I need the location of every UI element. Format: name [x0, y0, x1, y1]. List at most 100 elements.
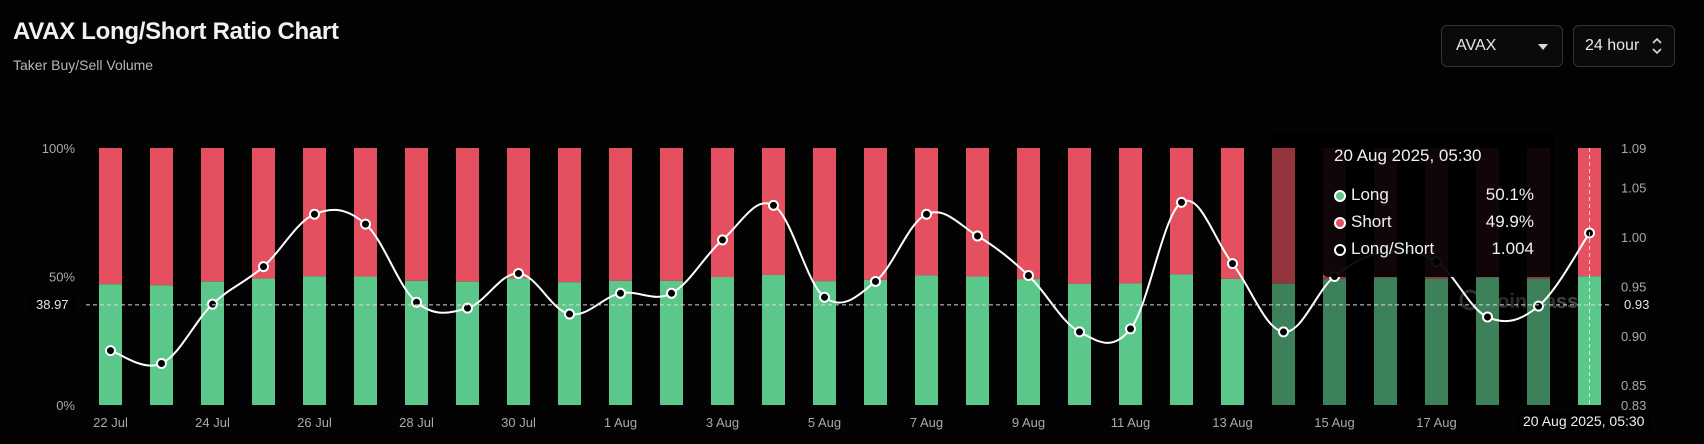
short-bar — [456, 148, 479, 282]
x-tick-label: 26 Jul — [297, 415, 332, 430]
short-bar — [864, 148, 887, 280]
tooltip-short-label: Short — [1351, 212, 1392, 231]
x-tick-label: 22 Jul — [93, 415, 128, 430]
ratio-point — [462, 302, 473, 314]
interval-select[interactable]: 24 hour — [1573, 25, 1675, 67]
long-bar — [762, 274, 785, 405]
ratio-point — [819, 291, 830, 303]
x-tick-label: 7 Aug — [910, 415, 943, 430]
long-bar — [303, 276, 326, 405]
long-bar — [354, 276, 377, 405]
coin-select-value: AVAX — [1456, 37, 1497, 54]
ratio-point — [156, 357, 167, 369]
short-bar — [1119, 148, 1142, 284]
tooltip-ratio-value: 1.004 — [1491, 239, 1534, 258]
chevron-down-icon — [1538, 44, 1548, 50]
ratio-point — [513, 268, 524, 280]
long-dot-icon — [1334, 190, 1346, 202]
long-bar — [507, 278, 530, 405]
tooltip-long-label: Long — [1351, 185, 1389, 204]
y-left-tick-label: 50% — [49, 270, 75, 285]
long-bar — [813, 281, 836, 405]
tooltip-shade — [1322, 277, 1554, 407]
long-bar — [711, 277, 734, 405]
short-bar — [507, 148, 530, 279]
ratio-point — [615, 287, 626, 299]
short-bar — [201, 148, 224, 282]
ratio-point — [1533, 300, 1544, 312]
short-bar — [99, 148, 122, 285]
short-bar — [150, 148, 173, 286]
x-tick-label: 1 Aug — [604, 415, 637, 430]
long-bar — [915, 275, 938, 405]
ratio-point — [1278, 326, 1289, 338]
long-bar — [201, 281, 224, 405]
long-bar — [99, 284, 122, 405]
short-bar — [762, 148, 785, 275]
short-bar — [1272, 148, 1295, 284]
x-tick-label: 5 Aug — [808, 415, 841, 430]
short-bar — [558, 148, 581, 283]
ratio-point — [921, 208, 932, 220]
ratio-point — [972, 230, 983, 242]
long-bar — [1425, 278, 1448, 405]
ratio-point — [258, 261, 269, 273]
ratio-point — [1482, 311, 1493, 323]
long-bar — [150, 285, 173, 405]
tooltip-row-ratio: Long/Short 1.004 — [1334, 239, 1534, 261]
long-bar — [1170, 274, 1193, 405]
tooltip: 20 Aug 2025, 05:30 Long 50.1% Short 49.9… — [1322, 133, 1554, 277]
x-tick-label: 13 Aug — [1212, 415, 1253, 430]
long-bar — [1374, 277, 1397, 405]
x-tick-label: 17 Aug — [1416, 415, 1457, 430]
y-right-tick-label: 0.95 — [1621, 279, 1646, 294]
long-bar — [252, 278, 275, 405]
short-bar — [813, 148, 836, 282]
axes: 0% 50% 100% 0.83 0.85 0.90 0.95 1.00 1.05 1.09 22 … — [42, 141, 1647, 430]
x-tick-label: 24 Jul — [195, 415, 230, 430]
short-bar — [405, 148, 428, 281]
tooltip-row-short: Short 49.9% — [1334, 212, 1534, 234]
updown-icon — [1652, 37, 1662, 55]
ratio-point — [1125, 323, 1136, 335]
x-tick-label: 15 Aug — [1314, 415, 1355, 430]
short-dot-icon — [1334, 217, 1346, 229]
short-bar — [609, 148, 632, 281]
long-bar — [660, 280, 683, 405]
tooltip-ratio-label: Long/Short — [1351, 239, 1435, 258]
ratio-point — [1227, 258, 1238, 270]
tooltip-long-value: 50.1% — [1485, 185, 1534, 204]
interval-select-value: 24 hour — [1585, 37, 1640, 54]
tooltip-shade — [1266, 133, 1322, 407]
long-bar — [609, 280, 632, 405]
x-tick-label: 3 Aug — [706, 415, 739, 430]
short-bar — [252, 148, 275, 279]
ratio-point — [1023, 270, 1034, 282]
y-right-tick-label: 0.90 — [1621, 329, 1646, 344]
ratio-point — [105, 345, 116, 357]
short-bar — [1170, 148, 1193, 275]
y-right-tick-label: 1.09 — [1621, 141, 1646, 156]
ratio-point — [870, 275, 881, 287]
short-bar — [1221, 148, 1244, 279]
ratio-point — [666, 287, 677, 299]
y-right-tick-label: 1.00 — [1621, 230, 1646, 245]
coin-select[interactable]: AVAX — [1441, 25, 1563, 67]
x-tick-label: 30 Jul — [501, 415, 536, 430]
ratio-point — [309, 208, 320, 220]
long-bar — [405, 280, 428, 405]
tooltip-short-value: 49.9% — [1485, 212, 1534, 231]
ratio-point — [360, 218, 371, 230]
crosshair-right-value: 0.93 — [1620, 296, 1654, 313]
short-bar — [660, 148, 683, 281]
long-bar — [1119, 283, 1142, 405]
ratio-point — [768, 199, 779, 211]
crosshair-x-label: 20 Aug 2025, 05:30 — [1517, 412, 1651, 430]
tooltip-title: 20 Aug 2025, 05:30 — [1334, 146, 1482, 165]
y-right-tick-label: 1.05 — [1621, 181, 1646, 196]
ratio-dot-icon — [1334, 244, 1346, 256]
long-bar — [1068, 283, 1091, 405]
ratio-point — [1074, 326, 1085, 338]
y-left-tick-label: 100% — [42, 141, 76, 156]
ratio-point — [207, 298, 218, 310]
